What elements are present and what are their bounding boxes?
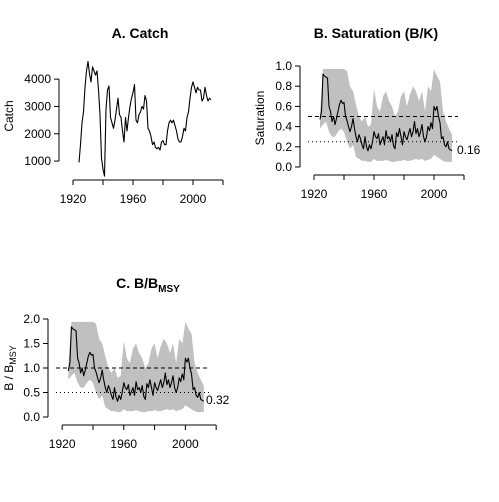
panel-b-uncertainty-band (320, 69, 452, 162)
panel-b-y-tick-label: 0.6 (275, 99, 292, 113)
panel-c-y-tick-label: 0.5 (23, 386, 40, 400)
panel-b-x-tick-label: 2000 (421, 187, 448, 201)
panel-c-title: C. B/BMSY (116, 275, 180, 295)
panel-b-series-line (319, 73, 453, 152)
panel-b-annotation: 0.16 (457, 143, 481, 157)
panel-catch: A. Catch Catch 1000 2000 3000 4000 1920 1960 2… (2, 25, 224, 206)
panel-b-y-tick-label: 1.0 (275, 59, 292, 73)
panel-c-annotation: 0.32 (206, 393, 230, 407)
panel-b-y-tick-label: 0.2 (275, 140, 292, 154)
panel-c-title-main: C. B/B (116, 275, 158, 291)
panel-c-ylabel: B / BMSY (2, 345, 18, 391)
panel-a-y-tick-label: 2000 (24, 127, 51, 141)
panel-b-y-tick-label: 0.8 (275, 79, 292, 93)
panel-b-x-tick-label: 1960 (361, 187, 388, 201)
panel-b-x-tick-label: 1920 (301, 187, 328, 201)
panel-c-ylabel-main: B / B (2, 365, 16, 391)
panel-c-y-tick-label: 1.5 (23, 337, 40, 351)
panel-b-y-tick-label: 0.0 (275, 160, 292, 174)
panel-a-x-tick-label: 2000 (180, 192, 207, 206)
panel-c-y-tick-label: 1.0 (23, 361, 40, 375)
panel-a-y-tick-label: 3000 (24, 99, 51, 113)
panel-c-x-tick-label: 2000 (172, 437, 199, 451)
panel-c-y-tick-label: 2.0 (23, 312, 40, 326)
panel-b-title: B. Saturation (B/K) (314, 25, 438, 41)
panel-c-ylabel-sub: MSY (8, 345, 18, 365)
panel-a-series-line (78, 60, 212, 177)
panel-b-y-tick-label: 0.4 (275, 120, 292, 134)
panel-b-bmsy: C. B/BMSY B / BMSY 0.32 0.00.51.01.52.01… (2, 275, 230, 451)
panel-c-y-tick-label: 0.0 (23, 410, 40, 424)
panel-c-series-line (67, 326, 205, 402)
panel-a-y-tick-label: 4000 (24, 72, 51, 86)
panel-c-uncertainty-band (68, 321, 204, 413)
panel-c-x-tick-label: 1960 (110, 437, 137, 451)
panel-a-x-tick-label: 1960 (120, 192, 147, 206)
panel-a-y-tick-label: 1000 (24, 154, 51, 168)
panel-c-title-sub: MSY (158, 284, 180, 295)
panel-a-title: A. Catch (112, 25, 169, 41)
panel-a-x-tick-label: 1920 (60, 192, 87, 206)
panel-b-ylabel: Saturation (253, 91, 267, 146)
panel-saturation: B. Saturation (B/K) Saturation 0.16 0.0 0… (253, 25, 481, 201)
panel-a-ylabel: Catch (2, 100, 16, 131)
panel-c-x-tick-label: 1920 (49, 437, 76, 451)
